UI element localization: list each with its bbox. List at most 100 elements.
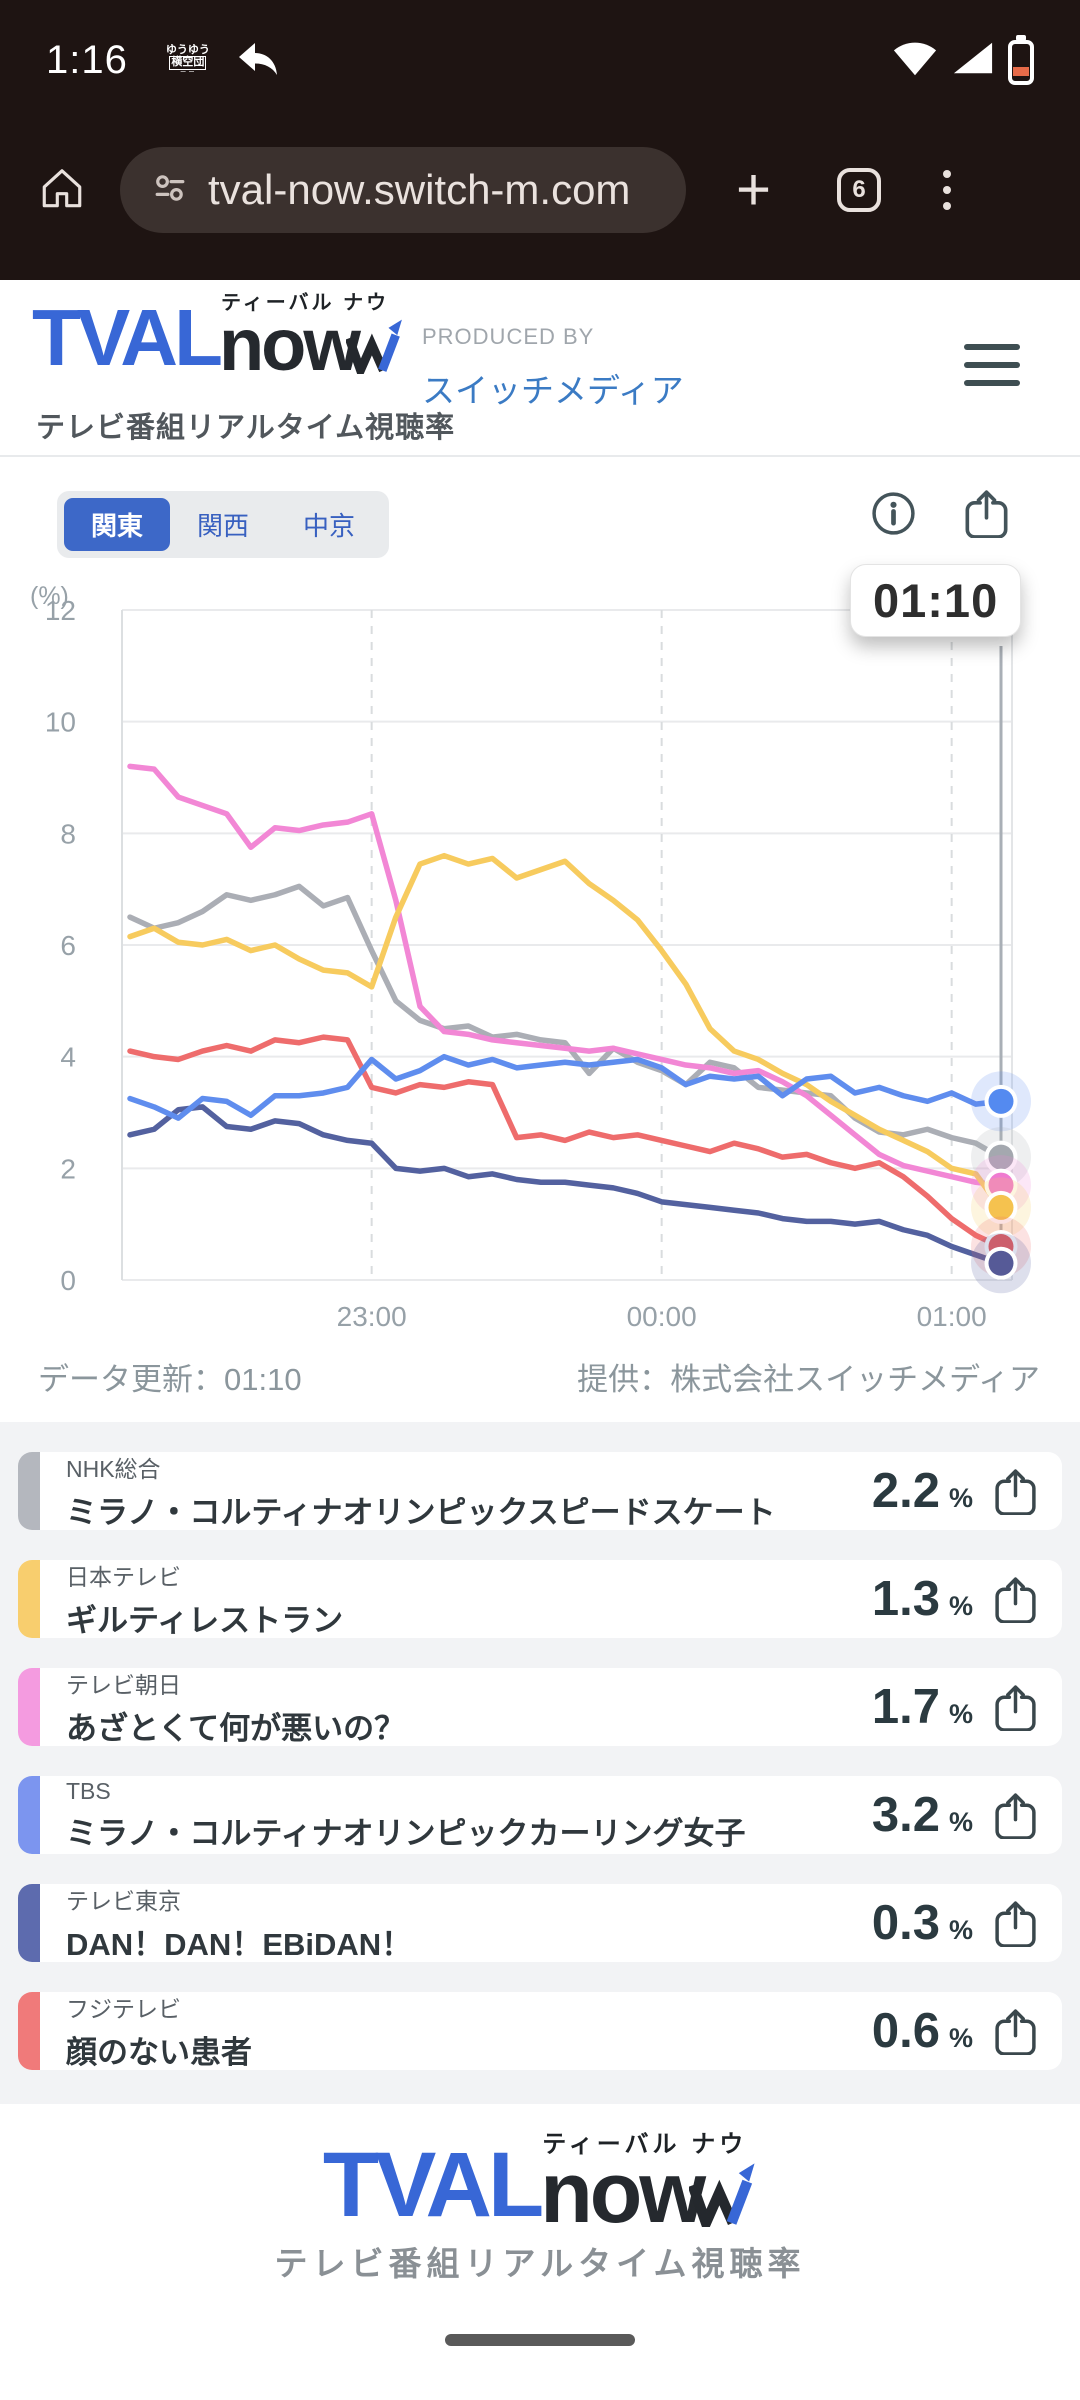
channel-name: TBS	[66, 1777, 111, 1804]
rating-unit: %	[948, 1915, 973, 1945]
browser-toolbar: tval-now.switch-m.com + 6	[0, 100, 1080, 280]
share-chart-button[interactable]	[963, 489, 1010, 543]
rating-value: 1.7	[871, 1680, 940, 1734]
svg-text:4: 4	[60, 1042, 76, 1073]
cellular-signal-icon	[952, 40, 994, 81]
tab-kansai[interactable]: 関西	[170, 498, 276, 551]
notification-app-icon: ゆうゆう 横空団 — —	[165, 43, 210, 75]
svg-text:0: 0	[60, 1265, 76, 1296]
reply-notification-icon	[236, 39, 280, 82]
program-title: ギルティレストラン	[66, 1603, 344, 1638]
channel-card: テレビ朝日 あざとくて何が悪いの？ 1.7 %	[18, 1668, 1062, 1746]
program-title: 顔のない患者	[66, 2035, 252, 2070]
svg-text:00:00: 00:00	[627, 1301, 697, 1332]
rating: 0.3 %	[872, 1895, 973, 1951]
rating: 0.6 %	[872, 2003, 973, 2059]
browser-menu-button[interactable]	[943, 170, 952, 210]
new-tab-button[interactable]: +	[736, 156, 772, 223]
url-text: tval-now.switch-m.com	[208, 166, 631, 213]
logo-arrow-icon	[345, 319, 402, 374]
svg-text:10: 10	[45, 707, 76, 738]
y-axis-unit-label: (%)	[30, 582, 69, 610]
channel-card: テレビ東京 DAN！DAN！EBiDAN！ 0.3 %	[18, 1884, 1062, 1962]
rating: 1.3 %	[872, 1571, 973, 1627]
rating-value: 1.3	[871, 1572, 940, 1626]
ratings-chart[interactable]: (%) 01:10 12 10 8 6 4 2 0 23:00 00:00 01:00	[0, 560, 1080, 1350]
svg-text:6: 6	[60, 930, 76, 961]
share-button[interactable]	[993, 1900, 1038, 1947]
tab-chukyo[interactable]: 中京	[276, 498, 382, 551]
rating-value: 3.2	[871, 1788, 940, 1842]
header-divider	[0, 455, 1080, 457]
share-button[interactable]	[993, 1576, 1038, 1623]
tab-switcher-button[interactable]: 6	[837, 168, 882, 212]
share-button[interactable]	[993, 1468, 1038, 1515]
home-button[interactable]	[38, 164, 86, 217]
url-bar[interactable]: tval-now.switch-m.com	[120, 147, 686, 233]
region-segmented-control: 関東 関西 中京	[57, 491, 390, 558]
channel-color-bar	[18, 1668, 40, 1746]
channel-color-bar	[18, 1992, 40, 2070]
program-title: DAN！DAN！EBiDAN！	[66, 1927, 413, 1962]
site-header: TVAL ティーバル ナウ now テレビ番組リアルタイム視聴率 PRODUCE…	[0, 280, 1080, 455]
svg-text:23:00: 23:00	[337, 1301, 407, 1332]
svg-text:8: 8	[60, 818, 76, 849]
rating-value: 0.6	[871, 2004, 940, 2058]
rating-unit: %	[948, 1591, 973, 1621]
channel-name: 日本テレビ	[66, 1564, 181, 1590]
rating-unit: %	[948, 2023, 973, 2053]
data-updated-label: データ更新：01:10	[38, 1362, 302, 1397]
svg-text:2: 2	[60, 1153, 76, 1184]
rating: 2.2 %	[872, 1463, 973, 1519]
clock: 1:16	[46, 37, 128, 82]
svg-text:12: 12	[45, 595, 76, 626]
provider-label: 提供：株式会社スイッチメディア	[577, 1362, 1040, 1397]
channel-name: テレビ朝日	[66, 1672, 181, 1698]
rating: 1.7 %	[872, 1679, 973, 1735]
rating-unit: %	[948, 1699, 973, 1729]
info-button[interactable]	[870, 490, 917, 542]
chart-canvas[interactable]: 12 10 8 6 4 2 0 23:00 00:00 01:00	[0, 560, 1080, 1350]
channel-card: 日本テレビ ギルティレストラン 1.3 %	[18, 1560, 1062, 1638]
producer-link[interactable]: スイッチメディア	[422, 372, 684, 409]
share-button[interactable]	[993, 1792, 1038, 1839]
tab-kanto[interactable]: 関東	[64, 498, 171, 551]
produced-by-label: PRODUCED BY	[422, 324, 595, 349]
tvalnow-logo[interactable]: TVAL ティーバル ナウ now	[32, 292, 404, 382]
gesture-navigation-bar[interactable]	[445, 2334, 635, 2346]
footer-logo-ruby: ティーバル ナウ	[542, 2130, 748, 2158]
channel-name: フジテレビ	[66, 1996, 181, 2022]
chart-footnote: データ更新：01:10 提供：株式会社スイッチメディア	[0, 1350, 1080, 1422]
rating-value: 0.3	[871, 1896, 940, 1950]
footer-logo-subtitle: テレビ番組リアルタイム視聴率	[274, 2244, 806, 2282]
channel-name: テレビ東京	[66, 1888, 181, 1914]
logo-ruby: ティーバル ナウ	[220, 292, 390, 315]
program-title: ミラノ・コルティナオリンピックカーリング女子	[66, 1815, 746, 1851]
program-title: ミラノ・コルティナオリンピックスピードスケート	[66, 1495, 776, 1530]
svg-text:01:00: 01:00	[917, 1301, 987, 1332]
footer-tvalnow-logo: TVAL ティーバル ナウ now	[323, 2131, 757, 2236]
share-button[interactable]	[993, 2008, 1038, 2055]
channel-name: NHK総合	[66, 1456, 161, 1482]
status-bar: 1:16 ゆうゆう 横空団 — —	[0, 0, 1080, 100]
channel-card: フジテレビ 顔のない患者 0.6 %	[18, 1992, 1062, 2070]
channel-list: NHK総合 ミラノ・コルティナオリンピックスピードスケート 2.2 % 日本テレ…	[0, 1422, 1080, 2104]
share-button[interactable]	[993, 1684, 1038, 1731]
footer-logo-arrow-icon	[689, 2163, 755, 2227]
program-title: あざとくて何が悪いの？	[66, 1711, 406, 1746]
rating-value: 2.2	[871, 1464, 940, 1518]
menu-button[interactable]	[964, 344, 1020, 386]
battery-icon	[1008, 35, 1034, 85]
channel-color-bar	[18, 1884, 40, 1962]
channel-color-bar	[18, 1452, 40, 1530]
wifi-icon	[892, 38, 938, 83]
site-settings-icon[interactable]	[154, 172, 186, 209]
rating-unit: %	[948, 1807, 973, 1837]
rating: 3.2 %	[872, 1787, 973, 1843]
region-tabs-row: 関東 関西 中京	[0, 457, 1080, 560]
channel-color-bar	[18, 1560, 40, 1638]
channel-card: TBS ミラノ・コルティナオリンピックカーリング女子 3.2 %	[18, 1776, 1062, 1854]
time-tooltip: 01:10	[850, 564, 1022, 637]
logo-subtitle: テレビ番組リアルタイム視聴率	[36, 412, 456, 444]
